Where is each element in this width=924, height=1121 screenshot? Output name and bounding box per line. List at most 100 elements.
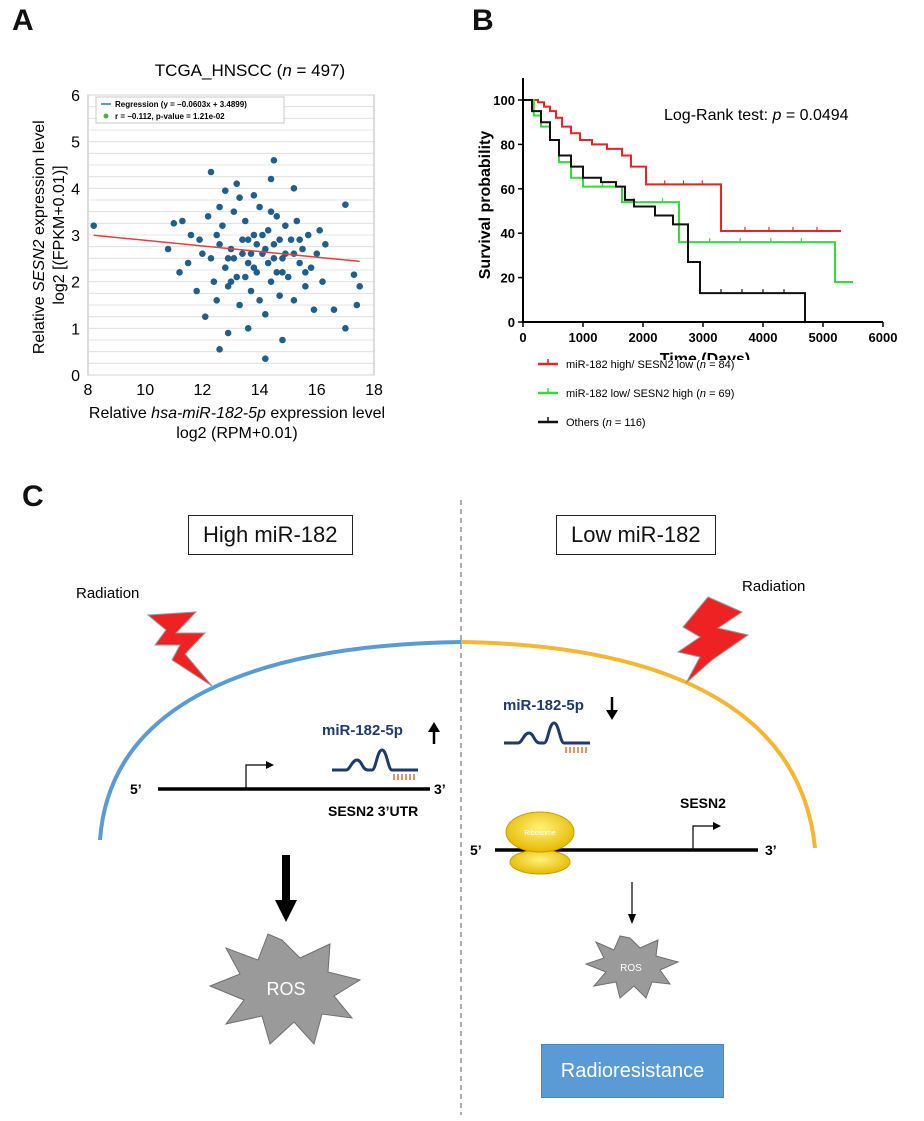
- scatter-point: [219, 222, 226, 229]
- legend-entry-high-low: miR-182 high/ SESN2 low (n = 84): [538, 359, 734, 371]
- scatter-point: [296, 259, 303, 267]
- logrank-annotation: Log-Rank test: p = 0.0494: [664, 107, 849, 124]
- survival-y-tick-label: 20: [501, 271, 515, 286]
- high-mir182-box: High miR-182: [188, 515, 353, 555]
- scatter-point: [290, 297, 298, 304]
- scatter-point: [164, 245, 172, 253]
- survival-y-label: Survival probability: [477, 131, 494, 280]
- panel-label-b: B: [472, 4, 494, 37]
- radiation-label-right: Radiation: [742, 578, 805, 595]
- scatter-point: [353, 301, 361, 309]
- scatter-x-tick-label: 10: [136, 382, 154, 399]
- mirna-strand-right: [504, 721, 590, 745]
- legend-entry-low-high: miR-182 low/ SESN2 high (n = 69): [538, 388, 734, 400]
- scatter-point: [267, 278, 275, 285]
- survival-x-tick-label: 1000: [569, 330, 598, 345]
- scatter-y-label: Relative SESN2 expression level log2 [(F…: [31, 116, 68, 354]
- three-prime-left: 3’: [434, 781, 446, 797]
- scatter-point: [244, 259, 252, 267]
- legend-entry-others: Others (n = 116): [538, 417, 646, 429]
- scatter-point: [196, 236, 203, 243]
- scatter-point: [233, 180, 241, 187]
- scatter-point: [296, 236, 303, 243]
- scatter-point: [264, 227, 272, 234]
- scatter-point: [342, 201, 349, 208]
- scatter-point: [282, 222, 289, 229]
- survival-y-tick-label: 80: [501, 137, 515, 152]
- svg-text:Others (n = 116): Others (n = 116): [566, 417, 646, 429]
- scatter-point: [290, 185, 298, 192]
- utr-label: SESN2 3’UTR: [328, 803, 418, 819]
- scatter-point: [276, 236, 283, 243]
- scatter-point: [319, 278, 326, 285]
- scatter-point: [187, 231, 195, 239]
- svg-text:miR-182 high/ SESN2 low (n = 8: miR-182 high/ SESN2 low (n = 84): [566, 359, 734, 371]
- survival-x-tick-label: 6000: [869, 330, 898, 345]
- scatter-point: [179, 217, 186, 225]
- scatter-point: [262, 311, 269, 318]
- survival-x-tick-label: 2000: [629, 330, 658, 345]
- scatter-x-ticks: 8 10 12 14 16 18: [84, 382, 383, 399]
- scatter-point: [90, 222, 98, 229]
- up-arrow-icon: [428, 722, 440, 744]
- scatter-point: [199, 250, 206, 257]
- scatter-point: [313, 250, 321, 257]
- scatter-point: [204, 213, 212, 220]
- scatter-point: [227, 278, 235, 285]
- scatter-point: [256, 203, 263, 211]
- scatter-point: [247, 287, 255, 295]
- scatter-point: [224, 329, 232, 337]
- scatter-point: [262, 355, 269, 362]
- scatter-point: [216, 203, 223, 211]
- scatter-point: [230, 208, 238, 215]
- promoter-arrow-right: [692, 825, 713, 850]
- scatter-point: [184, 259, 192, 267]
- mirna-label-right: miR-182-5p: [503, 697, 584, 714]
- scatter-point: [253, 241, 261, 248]
- radioresistance-box: Radioresistance: [541, 1044, 724, 1098]
- scatter-point: [193, 287, 200, 295]
- survival-curve: [523, 99, 841, 232]
- scatter-point: [273, 213, 281, 220]
- mirna-label-left: miR-182-5p: [322, 722, 403, 739]
- ros-label-right: ROS: [620, 963, 642, 974]
- scatter-point: [259, 231, 266, 239]
- scatter-point: [267, 175, 275, 183]
- scatter-point: [279, 336, 286, 344]
- mechanism-diagram: Radiation Radiation miR-182-5p 5’ 3’ SES…: [76, 500, 817, 1115]
- scatter-x-tick-label: 12: [194, 382, 212, 399]
- sesn2-label: SESN2: [680, 795, 726, 811]
- scatter-point: [176, 269, 183, 276]
- ros-label-left: ROS: [266, 979, 305, 999]
- scatter-point: [299, 245, 306, 253]
- ribosome-icon: [505, 811, 575, 875]
- scatter-point: [216, 241, 223, 248]
- scatter-point: [216, 346, 223, 353]
- scatter-x-tick-label: 16: [308, 382, 326, 399]
- svg-text:miR-182 low/ SESN2 high (n = 6: miR-182 low/ SESN2 high (n = 69): [566, 388, 734, 400]
- scatter-point: [221, 264, 229, 271]
- survival-curve: [523, 99, 806, 322]
- scatter-point: [213, 297, 220, 304]
- low-mir182-box: Low miR-182: [556, 515, 716, 555]
- scatter-point: [201, 313, 209, 320]
- scatter-y-tick-label: 3: [71, 228, 80, 245]
- scatter-point: [293, 217, 301, 225]
- panel-label-a: A: [12, 4, 34, 37]
- scatter-point: [267, 208, 275, 215]
- scatter-point: [290, 250, 298, 257]
- scatter-point: [270, 255, 278, 262]
- scatter-y-tick-label: 5: [71, 135, 80, 152]
- scatter-point: [250, 231, 258, 239]
- survival-x-tick-label: 0: [519, 330, 526, 345]
- scatter-point: [270, 157, 278, 164]
- seed-region-left: [393, 774, 415, 780]
- scatter-point: [233, 273, 241, 281]
- survival-x-label: Time (Days): [660, 351, 750, 360]
- ribosome-label: Ribosome: [524, 830, 556, 837]
- scatter-y-tick-label: 4: [71, 181, 80, 198]
- survival-y-tick-label: 60: [501, 182, 515, 197]
- cell-membrane-left: [98, 640, 462, 841]
